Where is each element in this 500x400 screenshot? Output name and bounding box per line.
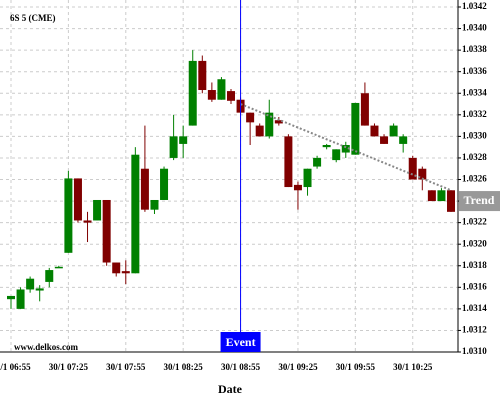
candle-body (341, 145, 350, 153)
trend-line (240, 103, 452, 192)
candle-body (447, 190, 455, 212)
candle-body (246, 112, 255, 123)
candle-body (380, 136, 389, 144)
y-tick-label: 1.0322 (462, 217, 487, 227)
candle-body (207, 90, 216, 100)
candle-body (408, 157, 417, 180)
y-tick-label: 1.0334 (462, 87, 487, 97)
x-tick-label: 30/1 06:55 (0, 362, 31, 372)
x-tick-label: 30/1 08:25 (164, 362, 204, 372)
candle-body (83, 220, 92, 223)
candle-body (217, 79, 226, 100)
candle-body (150, 199, 159, 210)
y-tick-label: 1.0326 (462, 174, 487, 184)
x-tick-label: 30/1 08:55 (221, 362, 261, 372)
candle-body (169, 136, 178, 158)
y-tick-label: 1.0320 (462, 238, 487, 248)
x-tick-label: 30/1 07:25 (49, 362, 89, 372)
candle-body (35, 288, 44, 291)
candle-body (7, 295, 15, 300)
candle-body (293, 184, 302, 191)
y-tick-label: 1.0332 (462, 109, 487, 119)
candle-body (102, 199, 111, 263)
y-tick-label: 1.0336 (462, 66, 487, 76)
candle-body (16, 289, 25, 309)
candle-body (131, 154, 140, 274)
candle-body (370, 125, 379, 137)
candle-body (265, 112, 274, 137)
candle-body (73, 178, 82, 221)
candle-body (313, 157, 322, 167)
y-tick-label: 1.0310 (462, 346, 487, 356)
candle-body (437, 190, 446, 202)
x-tick-label: 30/1 09:25 (278, 362, 318, 372)
candle-body (303, 168, 312, 188)
candle-body (112, 262, 121, 274)
source: www.delkos.com (14, 342, 79, 352)
candle-body (427, 190, 436, 202)
y-tick-label: 1.0330 (462, 130, 487, 140)
y-tick-label: 1.0338 (462, 44, 487, 54)
x-axis-title: Date (218, 382, 243, 396)
candle-body (54, 266, 63, 269)
candle-body (45, 270, 54, 282)
candle-body (26, 278, 35, 290)
trend-label: Trend (464, 193, 495, 207)
y-tick-label: 1.0342 (462, 1, 487, 11)
candle-body (351, 102, 360, 155)
candle-body (160, 168, 169, 200)
event-label-box (220, 332, 261, 352)
x-tick-label: 30/1 09:55 (336, 362, 376, 372)
candle-body (188, 60, 197, 126)
event-label: Event (226, 335, 256, 349)
candle-body (198, 60, 207, 91)
candle-body (284, 136, 293, 188)
candle-body (93, 199, 102, 221)
y-tick-label: 1.0318 (462, 260, 487, 270)
y-tick-label: 1.0312 (462, 325, 487, 335)
candle-body (140, 168, 149, 210)
x-tick-label: 30/1 10:25 (393, 362, 433, 372)
x-tick-label: 30/1 07:55 (106, 362, 146, 372)
y-tick-label: 1.0328 (462, 152, 487, 162)
candle-body (227, 91, 235, 101)
candle-body (179, 136, 188, 144)
candle-body (274, 120, 283, 124)
candle-body (121, 271, 130, 274)
chart-title: 6S 5 (CME) (10, 13, 56, 23)
candle-body (399, 136, 408, 144)
candle-body (322, 145, 331, 148)
y-tick-label: 1.0316 (462, 281, 487, 291)
trend-label-box (459, 191, 500, 212)
y-tick-label: 1.0314 (462, 303, 487, 313)
candle-body (332, 149, 341, 161)
candle-body (64, 178, 73, 253)
candle-body (255, 125, 264, 137)
y-tick-label: 1.0340 (462, 23, 487, 33)
candle-body (418, 168, 427, 180)
candle-body (389, 125, 398, 137)
candle-body (360, 93, 369, 126)
